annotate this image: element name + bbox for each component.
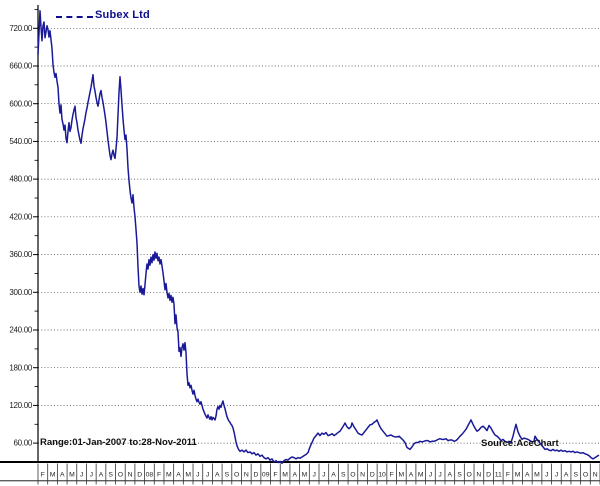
x-tick-label: J bbox=[196, 472, 199, 479]
x-tick-label: N bbox=[593, 472, 598, 479]
x-tick-label: O bbox=[234, 472, 239, 479]
x-tick-label: A bbox=[564, 472, 569, 479]
y-axis: 720.00 660.00 600.00 540.00 480.00 420.00 360.… bbox=[9, 5, 39, 462]
x-tick-label: M bbox=[399, 472, 405, 479]
x-tick-label: N bbox=[476, 472, 481, 479]
y-tick-label: 480.00 bbox=[9, 175, 33, 184]
x-tick-label: A bbox=[331, 472, 336, 479]
x-tick-label: A bbox=[99, 472, 104, 479]
x-tick-label: F bbox=[41, 472, 45, 479]
x-tick-label: D bbox=[254, 472, 259, 479]
x-tick-label: 08 bbox=[146, 472, 154, 479]
x-tick-label: J bbox=[545, 472, 548, 479]
price-line bbox=[37, 9, 600, 465]
y-tick-label: 240.00 bbox=[9, 326, 33, 335]
x-tick-label: J bbox=[90, 472, 93, 479]
x-tick-label: M bbox=[166, 472, 172, 479]
x-tick-label: D bbox=[137, 472, 142, 479]
y-tick-label: 600.00 bbox=[9, 99, 33, 108]
x-tick-label: A bbox=[293, 472, 298, 479]
x-tick-label: M bbox=[534, 472, 540, 479]
x-tick-label: M bbox=[515, 472, 521, 479]
x-axis-month-band: F M A M J J A S O N D 08 F M A M J J A S O N D 09 F M A M J J A S O N D 10 F… bbox=[0, 461, 600, 485]
x-tick-label: 11 bbox=[495, 472, 502, 479]
y-tick-label: 300.00 bbox=[9, 288, 33, 297]
y-tick-label: 420.00 bbox=[9, 212, 33, 221]
y-tick-label: 540.00 bbox=[9, 137, 33, 146]
y-tick-label: 180.00 bbox=[9, 363, 33, 372]
x-tick-label: M bbox=[302, 472, 308, 479]
x-tick-label: N bbox=[360, 472, 365, 479]
x-tick-label: O bbox=[583, 472, 588, 479]
legend-series-label: Subex Ltd bbox=[95, 9, 150, 21]
x-tick-label: F bbox=[390, 472, 394, 479]
gridlines bbox=[38, 27, 600, 444]
y-tick-label: 720.00 bbox=[9, 24, 33, 33]
x-tick-label: J bbox=[206, 472, 209, 479]
x-tick-label: S bbox=[457, 472, 462, 479]
x-tick-label: J bbox=[80, 472, 83, 479]
x-tick-label: O bbox=[118, 472, 123, 479]
x-tick-label: S bbox=[574, 472, 579, 479]
x-tick-label: D bbox=[486, 472, 491, 479]
y-tick-label: 60.00 bbox=[13, 439, 32, 448]
x-tick-label: 10 bbox=[378, 472, 386, 479]
x-tick-label: N bbox=[244, 472, 249, 479]
date-range-label: Range:01-Jan-2007 to:28-Nov-2011 bbox=[40, 437, 197, 448]
legend-line-sample bbox=[56, 16, 93, 18]
y-tick-label: 120.00 bbox=[9, 401, 33, 410]
x-tick-label: S bbox=[108, 472, 113, 479]
x-tick-label: F bbox=[157, 472, 161, 479]
x-tick-label: O bbox=[350, 472, 355, 479]
x-tick-label: 09 bbox=[262, 472, 270, 479]
y-tick-label: 360.00 bbox=[9, 250, 33, 259]
x-tick-label: A bbox=[448, 472, 453, 479]
x-tick-label: J bbox=[555, 472, 558, 479]
x-tick-label: A bbox=[525, 472, 530, 479]
x-tick-label: D bbox=[370, 472, 375, 479]
x-tick-label: S bbox=[341, 472, 346, 479]
x-tick-label: M bbox=[50, 472, 56, 479]
x-tick-label: N bbox=[128, 472, 133, 479]
x-tick-label: A bbox=[60, 472, 65, 479]
source-label: Source:AceChart bbox=[481, 438, 559, 449]
x-tick-label: M bbox=[69, 472, 75, 479]
x-tick-label: M bbox=[185, 472, 191, 479]
x-tick-label: J bbox=[312, 472, 315, 479]
x-tick-label: A bbox=[215, 472, 220, 479]
x-tick-label: A bbox=[176, 472, 181, 479]
x-tick-label: S bbox=[225, 472, 230, 479]
x-tick-label: F bbox=[273, 472, 277, 479]
x-tick-label: O bbox=[467, 472, 472, 479]
x-tick-label: F bbox=[506, 472, 510, 479]
x-tick-label: M bbox=[282, 472, 288, 479]
x-tick-label: J bbox=[438, 472, 441, 479]
x-tick-label: J bbox=[322, 472, 325, 479]
x-tick-label: J bbox=[429, 472, 432, 479]
x-tick-label: M bbox=[418, 472, 424, 479]
y-tick-label: 660.00 bbox=[9, 62, 33, 71]
x-tick-label: A bbox=[409, 472, 414, 479]
